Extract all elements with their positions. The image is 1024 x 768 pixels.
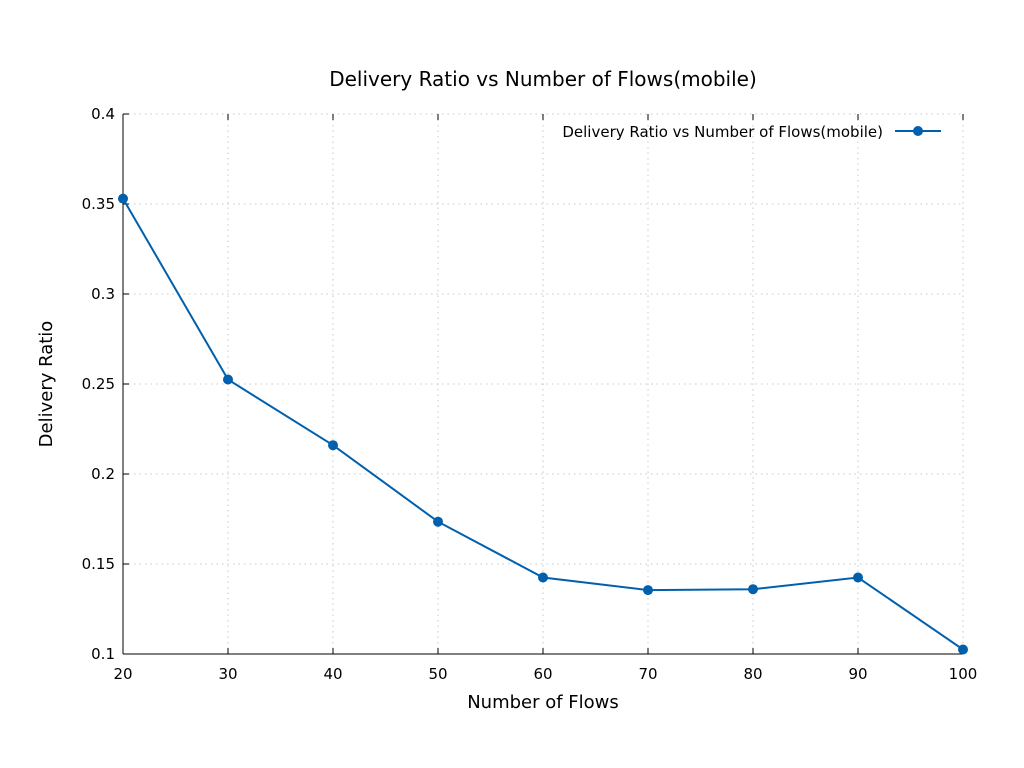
x-tick-label: 60 <box>533 665 552 683</box>
legend-marker <box>913 126 923 136</box>
y-tick-label: 0.4 <box>91 105 115 123</box>
data-point <box>433 516 443 527</box>
y-tick-label: 0.35 <box>82 195 115 213</box>
y-tick-label: 0.2 <box>91 465 115 483</box>
grid-layer <box>123 113 964 654</box>
legend: Delivery Ratio vs Number of Flows(mobile… <box>562 123 941 141</box>
legend-label: Delivery Ratio vs Number of Flows(mobile… <box>562 123 883 141</box>
chart-title: Delivery Ratio vs Number of Flows(mobile… <box>329 67 757 91</box>
tick-layer: 20 30 40 50 60 70 80 90 100 0.1 0.15 0.2 0.25 0.3 0.35… <box>82 105 978 683</box>
series-layer <box>118 193 968 655</box>
x-tick-label: 40 <box>323 665 342 683</box>
data-point <box>538 572 548 583</box>
data-point <box>328 440 338 451</box>
y-tick-label: 0.1 <box>91 645 115 663</box>
data-point <box>958 644 968 655</box>
y-tick-label: 0.25 <box>82 375 115 393</box>
x-tick-label: 100 <box>949 665 978 683</box>
data-point <box>643 585 653 596</box>
y-tick-label: 0.3 <box>91 285 115 303</box>
x-tick-label: 80 <box>743 665 762 683</box>
data-point <box>748 584 758 595</box>
data-point <box>118 193 128 204</box>
x-tick-label: 90 <box>848 665 867 683</box>
x-tick-label: 70 <box>638 665 657 683</box>
x-tick-label: 50 <box>428 665 447 683</box>
data-point <box>223 374 233 385</box>
x-axis-label: Number of Flows <box>467 692 619 713</box>
data-point <box>853 572 863 583</box>
x-tick-label: 20 <box>113 665 132 683</box>
y-tick-label: 0.15 <box>82 555 115 573</box>
y-axis-label: Delivery Ratio <box>36 321 57 448</box>
x-tick-label: 30 <box>218 665 237 683</box>
